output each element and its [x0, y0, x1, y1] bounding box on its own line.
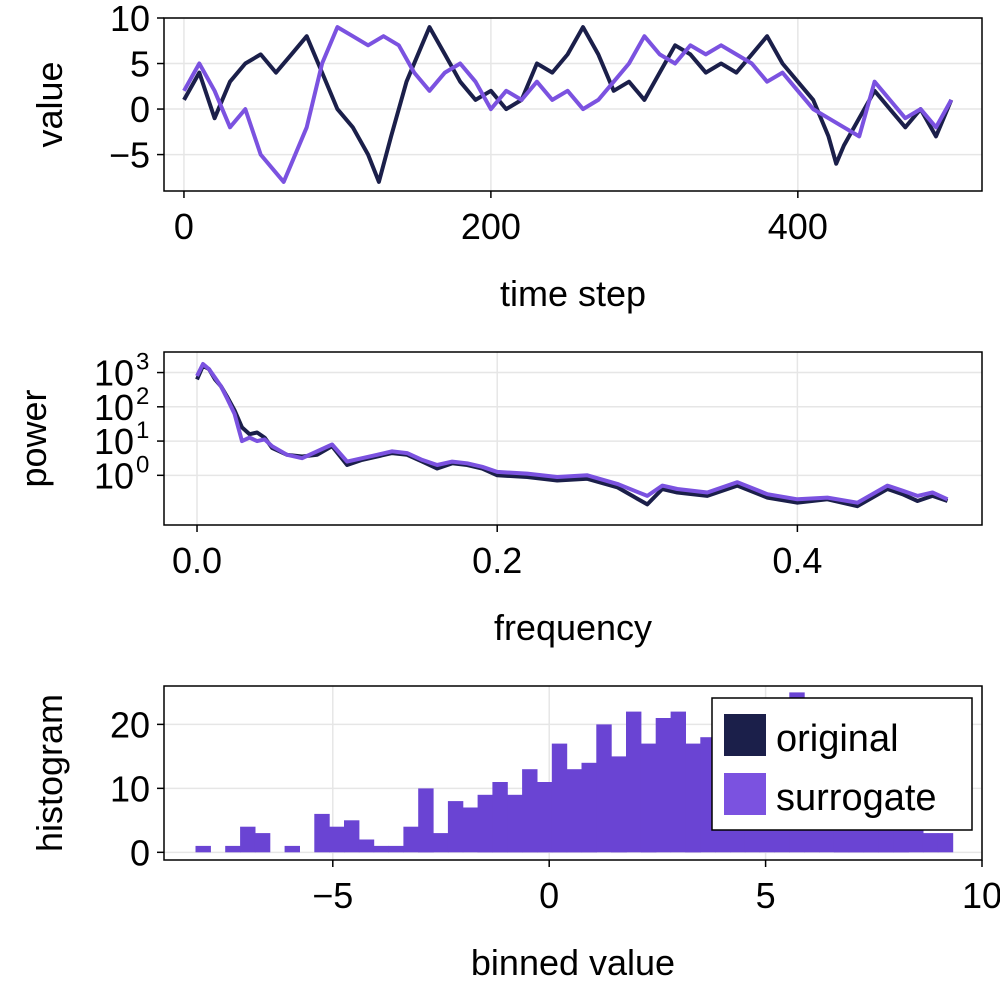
p3-xtick-label: −5 — [312, 875, 353, 916]
histogram-bar — [522, 769, 538, 853]
histogram-bar — [433, 833, 449, 853]
legend-label-surrogate: surrogate — [776, 777, 937, 819]
histogram-bar — [492, 782, 508, 853]
p3-xtick-label: 0 — [539, 875, 559, 916]
histogram-bar — [937, 833, 954, 853]
histogram-bar — [195, 845, 211, 853]
p2-ytick-exponent: 1 — [136, 417, 149, 444]
histogram-bar — [314, 813, 330, 853]
p2-ytick-exponent: 3 — [136, 349, 149, 376]
spectrum-series — [195, 362, 949, 509]
histogram-bar — [640, 743, 657, 853]
spectrum-frame — [163, 351, 983, 526]
spectrum-line-original — [195, 363, 949, 509]
timeseries-frame — [163, 17, 983, 192]
histogram-bar — [388, 845, 404, 853]
p3-ytick-label: 0 — [130, 832, 150, 873]
histogram-bar — [685, 743, 701, 853]
histogram-bar — [507, 794, 523, 853]
histogram-bar — [344, 820, 360, 853]
p3-xtick-label: 5 — [756, 875, 776, 916]
legend: original surrogate — [711, 697, 973, 831]
p3-xtick-label: 10 — [962, 875, 1000, 916]
histogram-frame — [163, 685, 983, 861]
p2-xtick-label: 0.2 — [472, 540, 522, 581]
histogram-bar — [225, 845, 241, 853]
timeseries-ylabel: value — [29, 61, 70, 147]
timeseries-line-surrogate — [182, 25, 954, 184]
p2-ytick-label: 10 — [94, 455, 134, 496]
histogram-bar — [284, 845, 300, 853]
p2-ytick-exponent: 2 — [136, 383, 149, 410]
histogram-ylabel: histogram — [29, 694, 70, 852]
histogram-bar — [670, 711, 686, 853]
p2-xtick-label: 0.4 — [772, 540, 822, 581]
histogram-bar — [358, 839, 375, 853]
timeseries-xlabel: time step — [500, 273, 646, 314]
histogram-bar — [477, 794, 493, 853]
histogram-bar — [611, 756, 627, 853]
p1-xtick-label: 0 — [174, 206, 194, 247]
histogram-bar — [373, 845, 390, 853]
histogram-ticks: −5 0 5 10 0 10 20 — [110, 704, 1000, 916]
histogram-bar — [403, 826, 419, 853]
histogram-panel: −5 0 5 10 0 10 20 binned value histogram origi… — [29, 685, 1000, 983]
histogram-bar — [537, 782, 553, 853]
legend-swatch-original — [724, 714, 766, 756]
spectrum-line-surrogate — [195, 362, 949, 505]
histogram-bar — [418, 788, 434, 853]
p1-ytick-label: 5 — [130, 44, 150, 85]
histogram-bar — [447, 801, 464, 853]
histogram-bar — [655, 718, 672, 853]
timeseries-line-original — [182, 25, 954, 184]
spectrum-xlabel: frequency — [494, 607, 652, 648]
histogram-bar — [566, 769, 583, 853]
histogram-bar — [462, 807, 479, 853]
histogram-bar — [596, 724, 612, 853]
histogram-bar — [581, 762, 597, 853]
p2-ytick-label: 10 — [94, 387, 134, 428]
p1-ytick-label: 10 — [110, 0, 150, 39]
p2-ytick-exponent: 0 — [136, 451, 149, 478]
p3-ytick-label: 20 — [110, 704, 150, 745]
histogram-bar — [254, 833, 271, 853]
p2-ytick-label: 10 — [94, 353, 134, 394]
legend-label-original: original — [776, 718, 899, 760]
timeseries-series — [182, 25, 954, 184]
histogram-bar — [240, 826, 256, 853]
histogram-bar — [626, 711, 642, 853]
p1-xtick-label: 400 — [768, 206, 828, 247]
p1-xtick-label: 200 — [461, 206, 521, 247]
p1-ytick-label: 0 — [130, 89, 150, 130]
histogram-bar — [922, 833, 939, 853]
p1-ytick-label: −5 — [109, 135, 150, 176]
histogram-xlabel: binned value — [471, 942, 675, 983]
spectrum-ylabel: power — [13, 389, 54, 487]
histogram-bar — [329, 826, 345, 853]
histogram-bar — [551, 743, 568, 853]
p3-ytick-label: 10 — [110, 768, 150, 809]
p2-xtick-label: 0.0 — [172, 540, 222, 581]
legend-swatch-surrogate — [724, 773, 766, 815]
p2-ytick-label: 10 — [94, 421, 134, 462]
